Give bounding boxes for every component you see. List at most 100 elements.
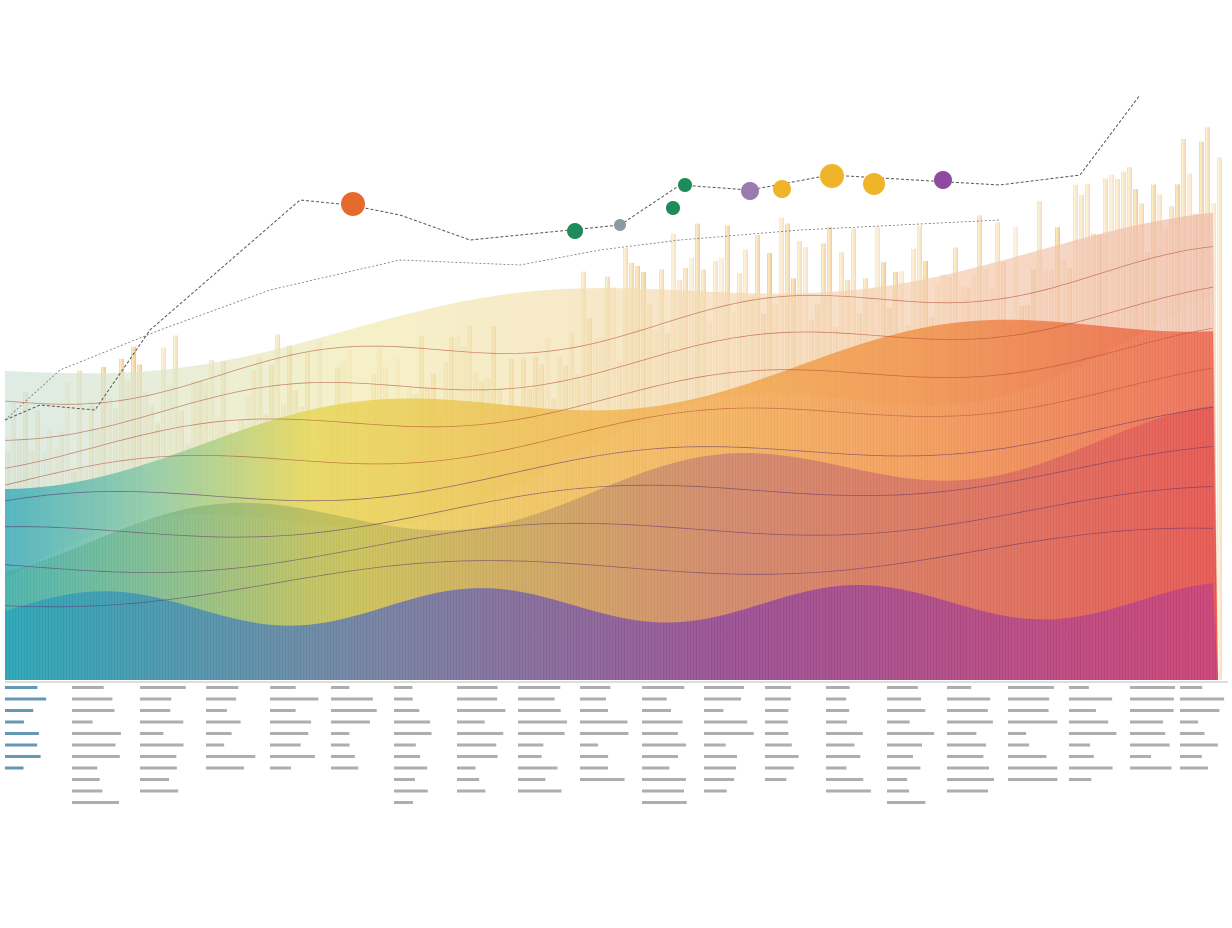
text-line bbox=[887, 801, 925, 804]
text-line bbox=[1130, 686, 1175, 689]
text-line bbox=[394, 801, 413, 804]
text-line bbox=[1008, 755, 1046, 758]
text-line bbox=[518, 790, 562, 793]
text-line bbox=[1008, 721, 1057, 724]
text-line bbox=[72, 744, 116, 747]
text-line bbox=[704, 790, 727, 793]
text-line bbox=[765, 732, 788, 735]
text-line bbox=[580, 744, 598, 747]
text-line bbox=[394, 698, 413, 701]
text-line bbox=[140, 778, 169, 781]
text-line bbox=[270, 767, 291, 770]
text-line bbox=[270, 709, 296, 712]
text-line bbox=[947, 767, 989, 770]
skyline-bar bbox=[1217, 157, 1222, 680]
text-line bbox=[642, 686, 684, 689]
text-line bbox=[270, 686, 296, 689]
text-line bbox=[826, 790, 871, 793]
text-line bbox=[1008, 732, 1026, 735]
text-line bbox=[1180, 686, 1202, 689]
text-line bbox=[642, 778, 686, 781]
marker-dot bbox=[741, 182, 759, 200]
text-line bbox=[72, 790, 102, 793]
text-line bbox=[518, 686, 560, 689]
text-line bbox=[580, 721, 628, 724]
text-line bbox=[1008, 698, 1049, 701]
text-line bbox=[826, 686, 850, 689]
text-line bbox=[457, 790, 485, 793]
text-line bbox=[1130, 721, 1163, 724]
marker-dot bbox=[666, 201, 680, 215]
text-line bbox=[1130, 732, 1165, 735]
text-line bbox=[394, 686, 412, 689]
text-line bbox=[206, 698, 236, 701]
text-line bbox=[947, 755, 983, 758]
text-line bbox=[887, 790, 909, 793]
text-line bbox=[1130, 744, 1170, 747]
text-line bbox=[394, 767, 427, 770]
text-line bbox=[887, 732, 934, 735]
text-line bbox=[140, 686, 186, 689]
text-line bbox=[642, 801, 687, 804]
text-line bbox=[826, 721, 847, 724]
text-line bbox=[72, 709, 115, 712]
text-line bbox=[457, 709, 505, 712]
text-line bbox=[140, 755, 176, 758]
text-line bbox=[394, 709, 419, 712]
text-line bbox=[331, 744, 350, 747]
text-line bbox=[704, 686, 744, 689]
text-line bbox=[331, 721, 370, 724]
text-line bbox=[1069, 721, 1108, 724]
text-line bbox=[518, 755, 542, 758]
text-line bbox=[140, 744, 183, 747]
text-line bbox=[1180, 755, 1202, 758]
text-line bbox=[1069, 778, 1091, 781]
text-line bbox=[1130, 698, 1174, 701]
text-line bbox=[140, 709, 170, 712]
wave-bands bbox=[5, 213, 1218, 680]
text-line bbox=[1069, 732, 1116, 735]
text-line bbox=[5, 744, 37, 747]
text-line bbox=[394, 744, 416, 747]
text-line bbox=[1069, 767, 1113, 770]
text-line bbox=[642, 721, 683, 724]
text-line bbox=[765, 744, 792, 747]
text-line bbox=[140, 790, 178, 793]
text-line bbox=[887, 755, 913, 758]
text-line bbox=[1008, 686, 1054, 689]
text-line bbox=[72, 778, 100, 781]
text-line bbox=[826, 698, 846, 701]
text-line bbox=[642, 709, 671, 712]
text-line bbox=[1180, 709, 1219, 712]
text-line bbox=[518, 778, 545, 781]
text-line bbox=[704, 721, 747, 724]
text-line bbox=[947, 744, 986, 747]
text-line bbox=[1069, 709, 1096, 712]
text-line bbox=[642, 744, 686, 747]
text-line bbox=[140, 767, 177, 770]
text-line bbox=[704, 744, 726, 747]
text-line bbox=[642, 755, 678, 758]
text-line bbox=[140, 698, 171, 701]
text-line bbox=[331, 732, 349, 735]
text-line bbox=[140, 721, 183, 724]
text-line bbox=[704, 767, 736, 770]
text-line bbox=[1008, 778, 1057, 781]
text-line bbox=[704, 778, 734, 781]
text-line bbox=[5, 755, 41, 758]
text-line bbox=[642, 732, 678, 735]
text-line bbox=[331, 686, 349, 689]
text-line bbox=[580, 755, 608, 758]
text-line bbox=[642, 790, 684, 793]
text-line bbox=[206, 721, 241, 724]
text-line bbox=[394, 732, 432, 735]
text-line bbox=[206, 767, 244, 770]
text-line bbox=[1130, 767, 1171, 770]
text-line bbox=[5, 732, 39, 735]
text-line bbox=[206, 686, 238, 689]
text-line bbox=[206, 709, 227, 712]
text-line bbox=[887, 709, 925, 712]
text-line bbox=[457, 732, 503, 735]
marker-dot bbox=[614, 219, 626, 231]
